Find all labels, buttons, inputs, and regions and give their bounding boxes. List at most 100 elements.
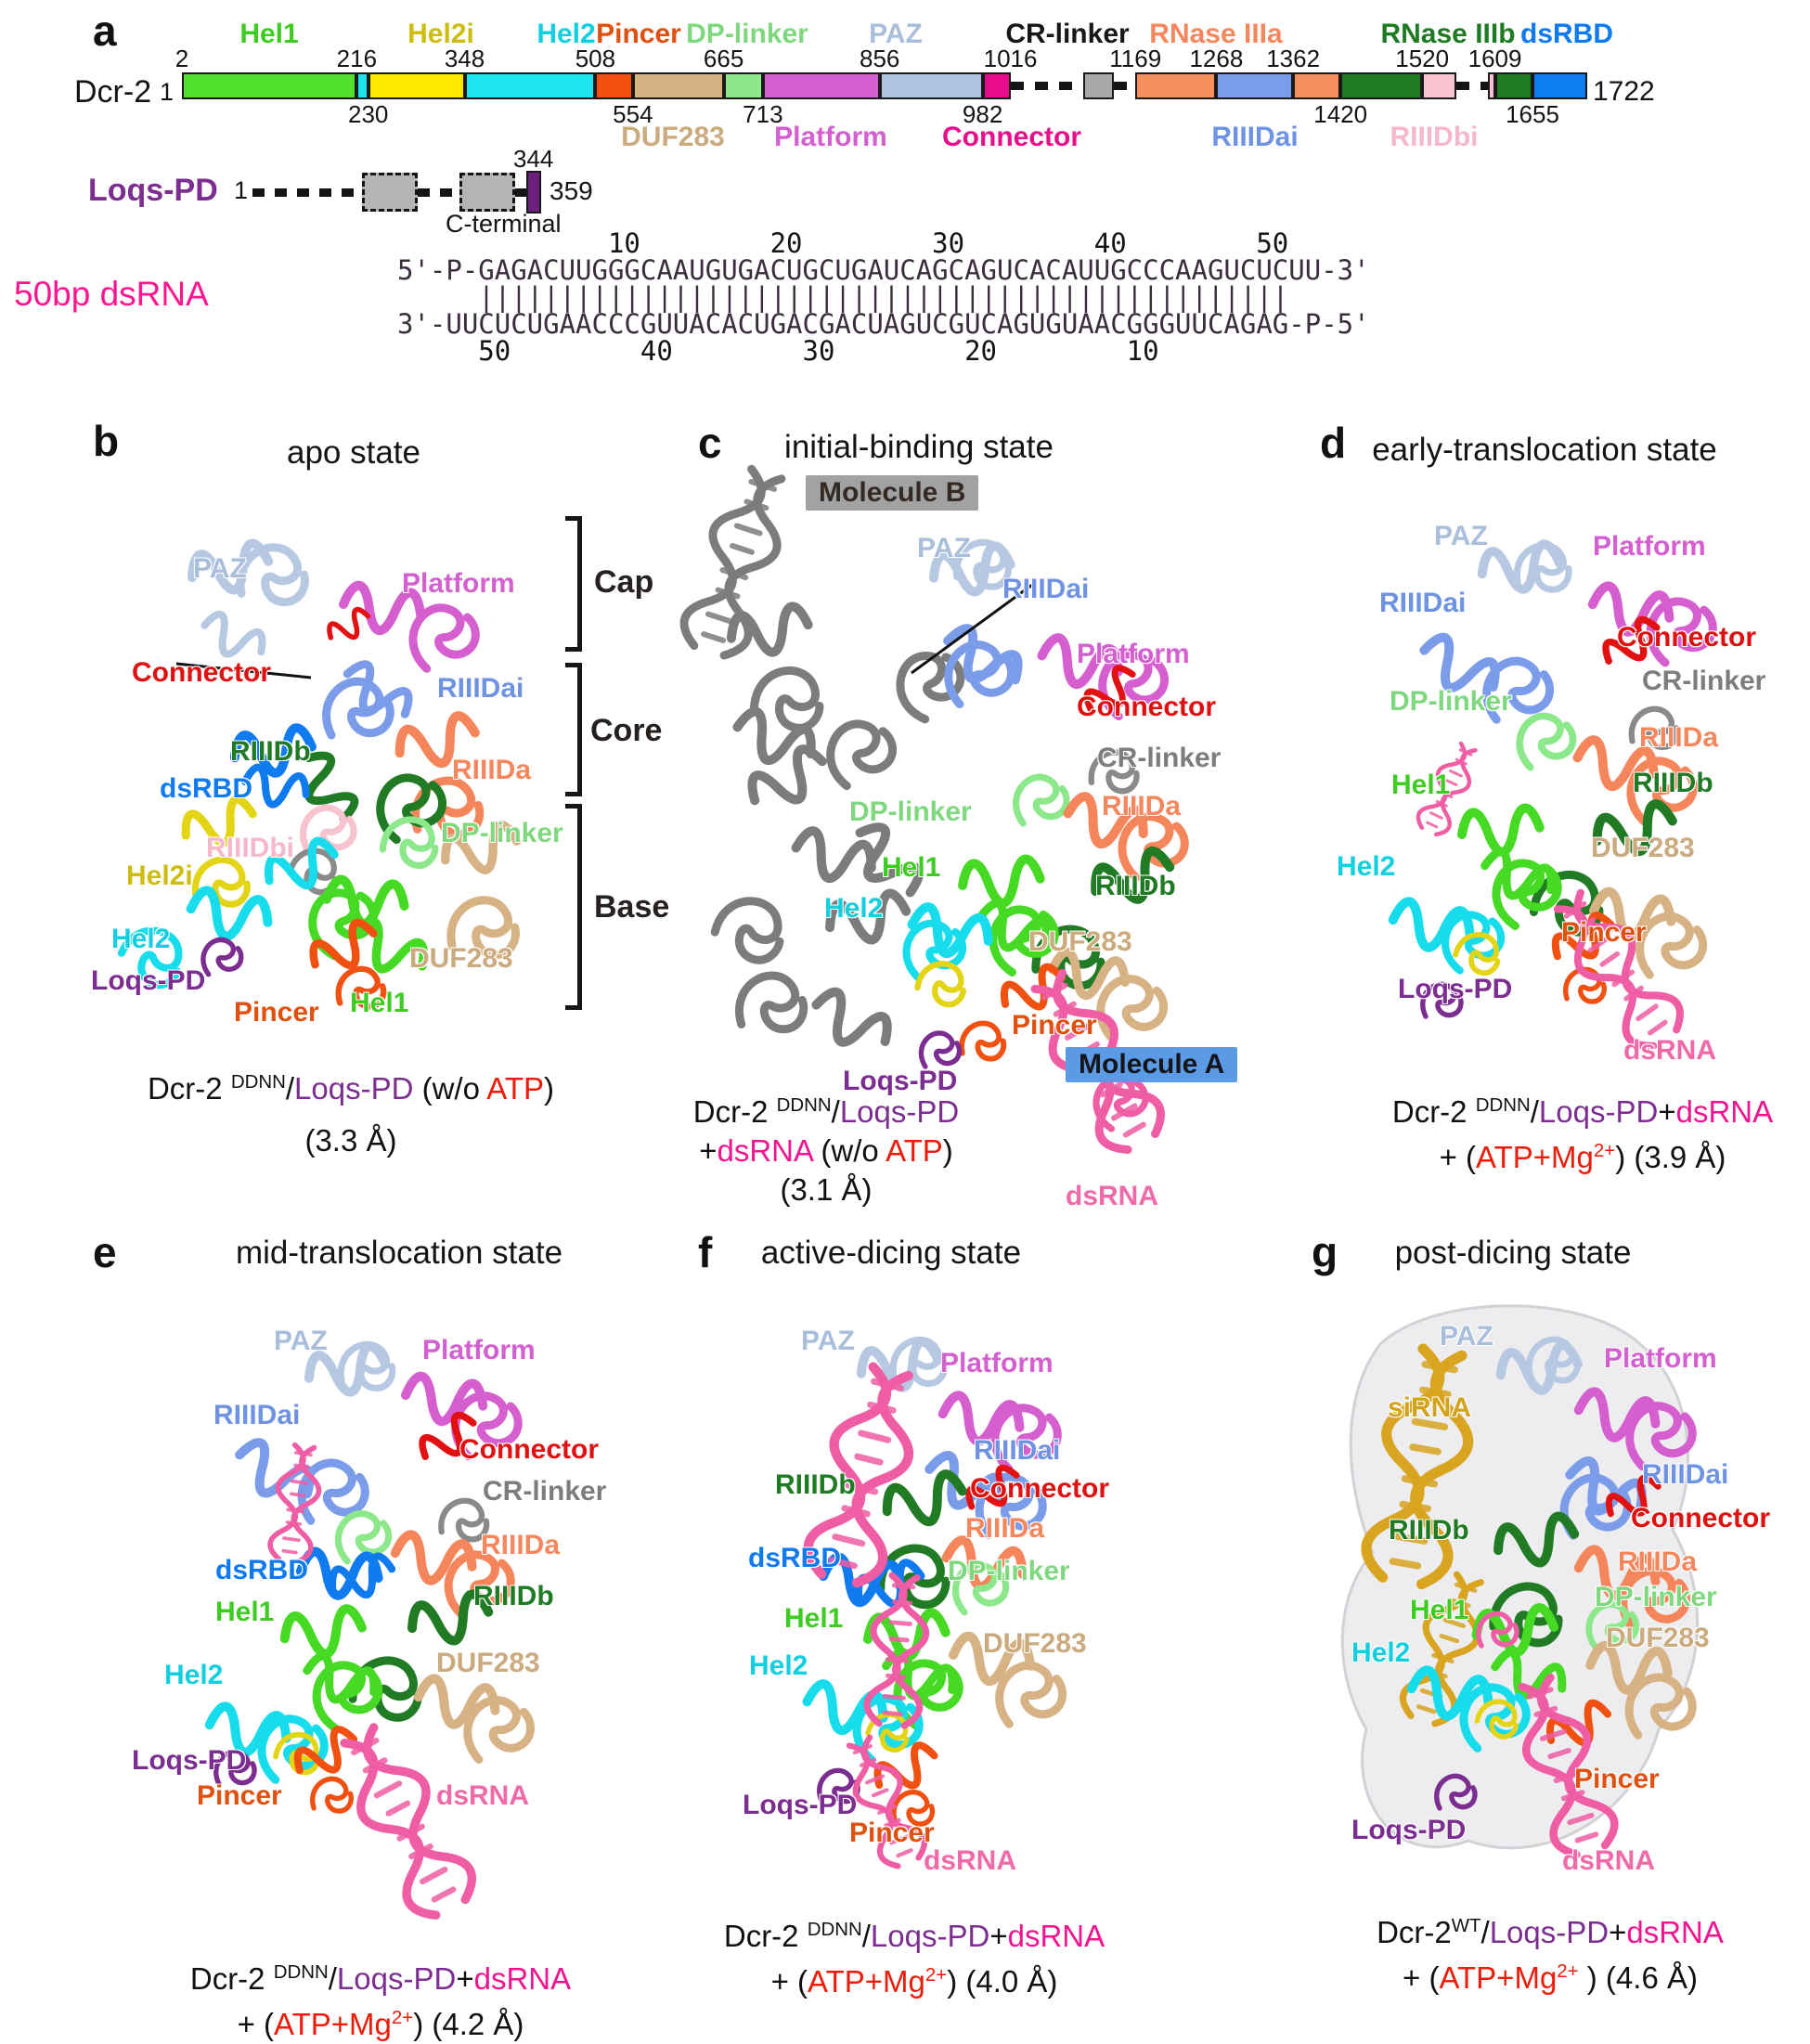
caption-segment: 2+ [924, 1964, 948, 1986]
panel-title-c: initial-binding state [784, 429, 1054, 465]
dcr2-segment-Platform [762, 72, 880, 99]
label-g-duf283: DUF283 [1606, 1623, 1710, 1653]
dcr2-domain-name-hel1: Hel1 [239, 19, 299, 49]
caption-segment: / [1480, 1915, 1490, 1949]
label-f-dp-linker: DP-linker [948, 1556, 1070, 1586]
label-d-paz: PAZ [1434, 521, 1488, 551]
caption-segment: ) (3.9 Å) [1615, 1140, 1726, 1174]
dcr2-end-residue: 1722 [1593, 76, 1655, 107]
caption-segment: + [1658, 1094, 1676, 1129]
dcr2-tick-982: 982 [962, 100, 1003, 128]
label-g-riiidb: RIIIDb [1389, 1515, 1469, 1546]
dcr2-tick-554: 554 [613, 100, 653, 128]
label-b-duf283: DUF283 [409, 943, 513, 974]
label-d-dsrna: dsRNA [1623, 1035, 1717, 1066]
caption-segment: (w/o [812, 1133, 886, 1168]
caption-segment: Dcr-2 [147, 1071, 231, 1106]
dcr2-segment-RNaseIIIb-2 [1494, 72, 1533, 99]
dcr2-segment-RIIIDbi-1 [1422, 72, 1457, 99]
label-d-cr-linker: CR-linker [1642, 666, 1766, 696]
label-c-riiidai: RIIIDai [1002, 574, 1090, 604]
caption-segment: Loqs-PD [336, 1961, 457, 1996]
label-f-riiida: RIIIDa [965, 1513, 1045, 1544]
label-e-riiidai: RIIIDai [213, 1400, 301, 1430]
dcr2-segment-PAZ [879, 72, 983, 99]
caption-segment: ATP+Mg [808, 1964, 925, 1999]
loqs-cterminal-label: C-terminal [446, 210, 562, 238]
caption-g-line2: + (ATP+Mg2+ ) (4.6 Å) [1337, 1952, 1764, 1998]
dcr2-domain-name-pincer: Pincer [596, 19, 681, 49]
label-c-molecule-b: Molecule B [806, 475, 979, 511]
label-b-hel2: Hel2 [111, 924, 171, 954]
caption-segment: Dcr-2 [1391, 1094, 1476, 1129]
caption-f-line2: + (ATP+Mg2+) (4.0 Å) [701, 1956, 1128, 2001]
caption-segment: ) (4.6 Å) [1578, 1960, 1698, 1995]
label-d-duf283: DUF283 [1591, 833, 1695, 863]
label-b-platform: Platform [402, 568, 515, 599]
dsrna-top-strand: 5'-P-GAGACUUGGGCAAUGUGACUGCUGAUCAGCAGUCA… [397, 254, 1370, 286]
label-d-platform: Platform [1593, 531, 1706, 562]
label-e-riiidb: RIIIDb [473, 1581, 554, 1611]
dcr2-segment-RIIIDai [1216, 72, 1294, 99]
dsrna-row-label: 50bp dsRNA [14, 275, 209, 313]
caption-segment: ) (4.0 Å) [947, 1964, 1058, 1999]
dcr2-start-residue: 1 [160, 78, 175, 106]
loqs-start-residue: 1 [234, 176, 249, 204]
label-c-riiidb: RIIIDb [1095, 871, 1176, 901]
dcr2-domain-name-rnase-iiia: RNase IIIa [1149, 19, 1283, 49]
caption-segment: DDNN [230, 1071, 286, 1093]
label-g-sirna: siRNA [1388, 1392, 1472, 1423]
dcr2-gap-1 [1114, 82, 1136, 90]
label-g-hel1: Hel1 [1410, 1595, 1469, 1625]
label-c-platform: Platform [1077, 639, 1190, 669]
panel-title-b: apo state [287, 434, 420, 471]
dsrna-ruler-bottom: 50 40 30 20 10 [397, 335, 1159, 367]
label-f-pincer: Pincer [849, 1818, 935, 1848]
dcr2-tick-1362: 1362 [1266, 45, 1321, 72]
caption-segment: dsRNA [717, 1133, 813, 1168]
label-f-hel1: Hel1 [784, 1603, 844, 1634]
caption-d: Dcr-2 DDNN/Loqs-PD+dsRNA + (ATP+Mg2+) (3… [1369, 1086, 1796, 1177]
panel-letter-g: g [1312, 1228, 1338, 1276]
caption-segment: + [456, 1961, 474, 1996]
caption-segment: / [861, 1919, 871, 1953]
caption-segment: WT [1451, 1915, 1481, 1936]
dcr2-gap-2 [1456, 82, 1488, 90]
label-c-hel2: Hel2 [824, 893, 884, 924]
loqs-domain-box-1 [362, 173, 418, 212]
label-d-dp-linker: DP-linker [1390, 686, 1512, 717]
dcr2-tick-508: 508 [575, 45, 616, 72]
panel-title-e: mid-translocation state [235, 1235, 563, 1271]
label-c-pincer: Pincer [1012, 1010, 1097, 1041]
label-g-dp-linker: DP-linker [1595, 1582, 1717, 1612]
label-c-riiida: RIIIDa [1102, 791, 1182, 821]
bracket-label-core: Core [590, 713, 663, 748]
label-b-hel1: Hel1 [350, 988, 409, 1018]
caption-segment: DDNN [1475, 1094, 1531, 1116]
dcr2-domain-name-cr-linker: CR-linker [1005, 19, 1130, 49]
caption-g: Dcr-2WT/Loqs-PD+dsRNA + (ATP+Mg2+ ) (4.6… [1337, 1907, 1764, 1998]
caption-c-line3: (3.1 Å) [640, 1171, 1012, 1210]
caption-segment: ) [544, 1071, 555, 1106]
caption-segment: Loqs-PD [1489, 1915, 1610, 1949]
label-d-riiidai: RIIIDai [1379, 588, 1467, 618]
caption-segment: + [989, 1919, 1008, 1953]
caption-segment: (3.1 Å) [780, 1172, 873, 1207]
label-d-riiida: RIIIDa [1639, 722, 1719, 753]
label-e-dsrna: dsRNA [436, 1780, 530, 1811]
label-c-paz: PAZ [917, 533, 971, 563]
caption-segment: Loqs-PD [839, 1094, 960, 1129]
dcr2-tick-1520: 1520 [1395, 45, 1450, 72]
dcr2-tick-665: 665 [703, 45, 744, 72]
dcr2-segment-Hel1 [182, 72, 357, 99]
caption-segment: Dcr-2 [692, 1094, 777, 1129]
caption-segment: / [328, 1961, 337, 1996]
dcr2-segment-Pincer [595, 72, 633, 99]
caption-segment: ATP [886, 1133, 943, 1168]
label-g-connector: Connector [1631, 1503, 1770, 1533]
dcr2-tick-1655: 1655 [1506, 100, 1559, 128]
label-b-hel2i: Hel2i [126, 860, 193, 891]
label-f-hel2: Hel2 [749, 1650, 808, 1681]
dcr2-tick-1016: 1016 [983, 45, 1038, 72]
label-e-paz: PAZ [274, 1326, 328, 1356]
